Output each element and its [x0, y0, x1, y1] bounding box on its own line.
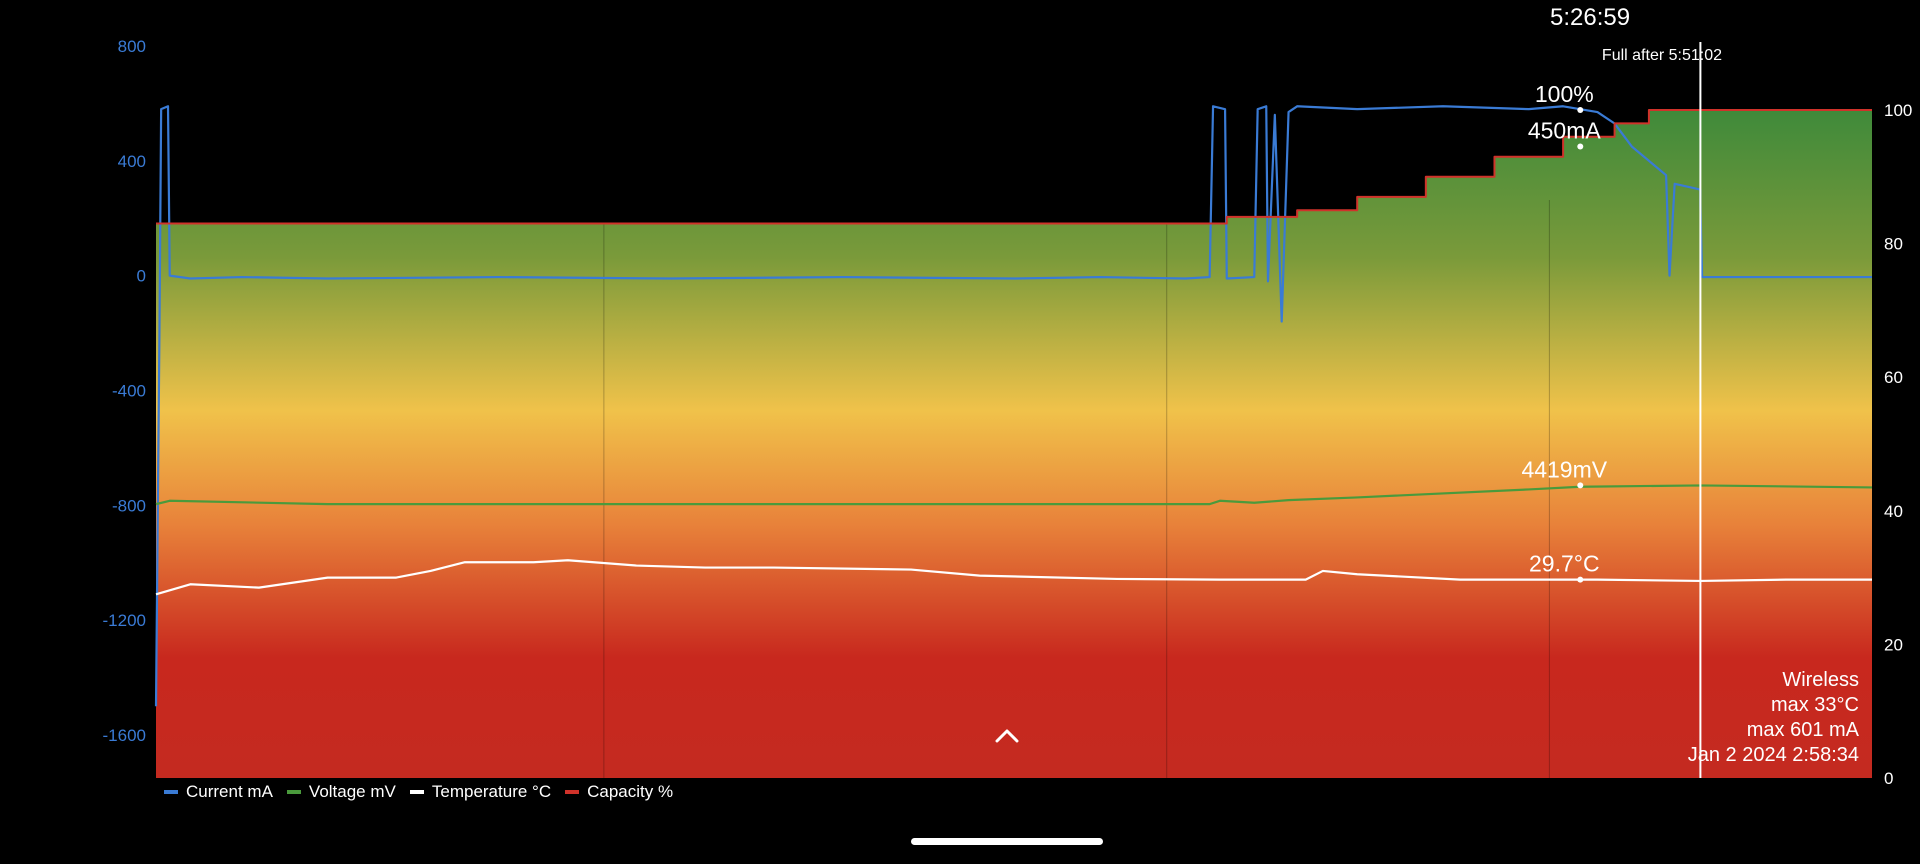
home-indicator[interactable]	[911, 838, 1103, 845]
right-axis-tick-label: 20	[1884, 635, 1903, 654]
right-axis-tick-label: 80	[1884, 235, 1903, 254]
legend-label: Voltage mV	[308, 782, 396, 801]
legend-item-capacity[interactable]: Capacity %	[565, 782, 673, 802]
capacity-area	[156, 110, 1872, 778]
right-axis-tick-label: 0	[1884, 769, 1893, 788]
legend-swatch	[286, 790, 301, 794]
legend-swatch	[565, 790, 580, 794]
left-axis-tick-label: -1600	[103, 726, 146, 745]
chart-legend: Current mA Voltage mV Temperature °C Cap…	[164, 782, 673, 802]
marker-dot	[1577, 107, 1584, 113]
charge-info: Wireless max 33°C max 601 mA Jan 2 2024 …	[1688, 668, 1859, 768]
left-axis-tick-label: -400	[112, 381, 146, 400]
series-line-voltage	[155, 484, 1873, 506]
cursor-time: 5:26:59	[1550, 4, 1631, 31]
left-axis-tick-label: 0	[137, 267, 146, 286]
series-line-current	[154, 105, 1872, 707]
left-axis-tick-label: 400	[118, 152, 146, 171]
left-axis-tick-label: -800	[112, 496, 146, 515]
legend-swatch	[409, 790, 424, 794]
left-axis-tick-label: -1200	[103, 611, 146, 630]
chevron-up-icon	[995, 729, 1019, 743]
right-axis-tick-label: 100	[1884, 101, 1912, 120]
marker-label: 100%	[1535, 81, 1594, 107]
legend-swatch	[164, 790, 178, 794]
expand-chevron-up-icon[interactable]	[992, 723, 1022, 747]
legend-label: Capacity %	[587, 782, 674, 801]
marker-dot	[1577, 482, 1584, 489]
left-axis-tick-label: 800	[118, 37, 146, 56]
charge-source: Wireless	[1782, 669, 1859, 691]
marker-label: 4419mV	[1521, 456, 1607, 482]
series-line-capacity	[156, 109, 1872, 225]
start-time: Jan 2 2024 2:58:34	[1687, 744, 1859, 766]
right-axis-tick-label: 60	[1884, 368, 1903, 387]
marker-dot	[1577, 576, 1584, 583]
marker-label: 29.7°C	[1529, 551, 1600, 577]
marker-label: 450mA	[1528, 117, 1602, 143]
legend-label: Temperature °C	[431, 782, 552, 801]
max-temperature: max 33°C	[1770, 694, 1859, 716]
right-axis-tick-label: 40	[1884, 502, 1903, 521]
legend-label: Current mA	[186, 782, 273, 801]
full-after-label: Full after 5:51:02	[1601, 47, 1722, 64]
marker-dot	[1577, 143, 1584, 150]
series-line-temperature	[155, 559, 1872, 596]
legend-item-temperature[interactable]: Temperature °C	[409, 782, 552, 802]
max-current: max 601 mA	[1746, 719, 1859, 741]
legend-item-voltage[interactable]: Voltage mV	[286, 782, 396, 802]
legend-item-current[interactable]: Current mA	[164, 782, 273, 802]
